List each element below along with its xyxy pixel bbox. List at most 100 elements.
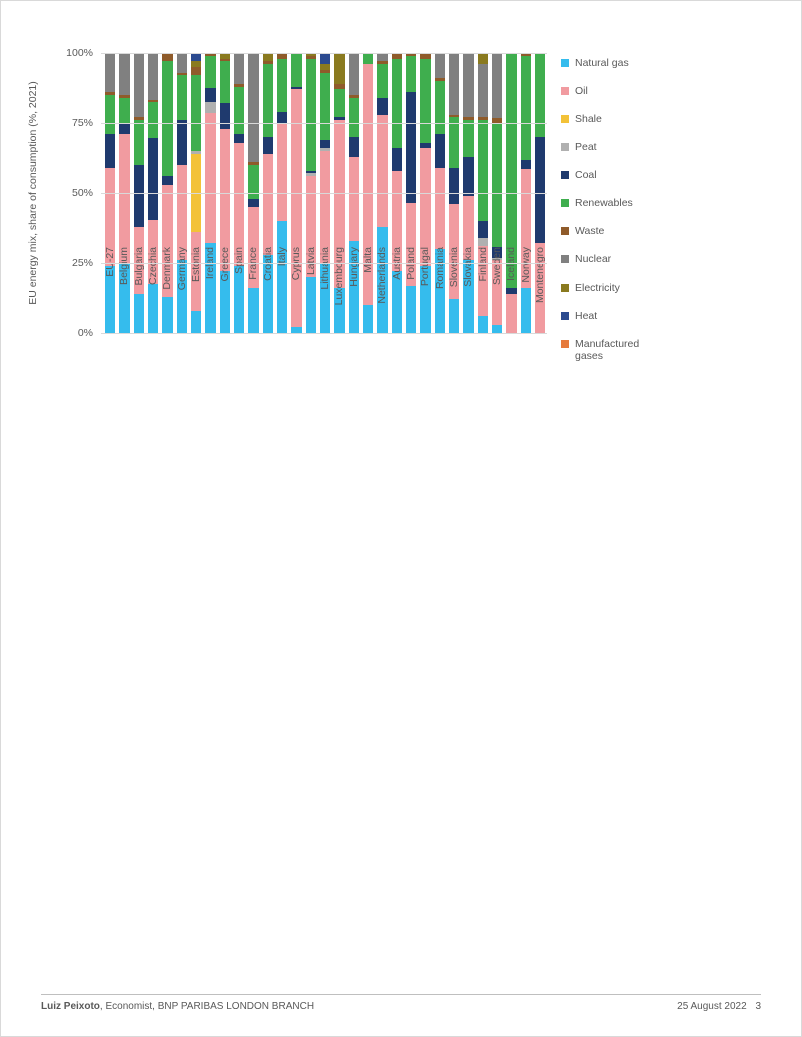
bar-segment-coal bbox=[535, 137, 545, 243]
x-tick-label: Slovenia bbox=[448, 247, 460, 337]
bar-segment-renewables bbox=[435, 81, 445, 134]
legend-label: Shale bbox=[575, 113, 602, 125]
x-tick-label: Spain bbox=[233, 247, 245, 337]
bar-segment-nuclear bbox=[105, 53, 115, 92]
gridline bbox=[101, 53, 547, 54]
legend-swatch bbox=[561, 284, 569, 292]
bar-segment-waste bbox=[162, 53, 172, 61]
x-tick-label: Montenegro bbox=[534, 247, 546, 337]
bar-segment-heat bbox=[320, 53, 330, 64]
bar-segment-renewables bbox=[177, 75, 187, 120]
bar-segment-renewables bbox=[420, 59, 430, 143]
gridline bbox=[101, 333, 547, 334]
x-tick-label: Cyprus bbox=[290, 247, 302, 337]
bar-segment-coal bbox=[463, 157, 473, 196]
legend-swatch bbox=[561, 340, 569, 348]
bar-segment-renewables bbox=[134, 120, 144, 165]
bar-segment-renewables bbox=[148, 102, 158, 138]
legend-item-shale: Shale bbox=[561, 113, 721, 125]
bar-segment-coal bbox=[134, 165, 144, 227]
bar-segment-peat bbox=[478, 238, 488, 246]
bar-segment-oil bbox=[119, 134, 129, 263]
bar-segment-renewables bbox=[478, 120, 488, 221]
footer-row: Luiz Peixoto, Economist, BNP PARIBAS LON… bbox=[41, 1001, 761, 1012]
x-tick-label: Czechia bbox=[147, 247, 159, 337]
x-tick-label: Luxembourg bbox=[333, 247, 345, 337]
bar-segment-nuclear bbox=[463, 53, 473, 117]
bar-segment-renewables bbox=[521, 56, 531, 160]
x-tick-label: Croatia bbox=[262, 247, 274, 337]
bar-segment-renewables bbox=[377, 64, 387, 98]
bar-segment-renewables bbox=[291, 53, 301, 87]
bar-segment-coal bbox=[478, 221, 488, 238]
bar-segment-coal bbox=[263, 137, 273, 154]
x-tick-label: Austria bbox=[391, 247, 403, 337]
legend-item-peat: Peat bbox=[561, 141, 721, 153]
x-tick-label: Bulgaria bbox=[133, 247, 145, 337]
y-tick-label: 100% bbox=[53, 47, 93, 59]
y-tick-label: 75% bbox=[53, 117, 93, 129]
x-tick-label: EU-27 bbox=[104, 247, 116, 337]
x-tick-label: Romania bbox=[434, 247, 446, 337]
bar-segment-peat bbox=[205, 102, 215, 113]
footer-author-name: Luiz Peixoto bbox=[41, 1001, 100, 1012]
legend-label: Manufacturedgases bbox=[575, 338, 639, 362]
x-tick-label: Latvia bbox=[305, 247, 317, 337]
bar-segment-oil bbox=[205, 113, 215, 243]
legend-label: Natural gas bbox=[575, 57, 629, 69]
bar-segment-electricity bbox=[263, 53, 273, 61]
gridline bbox=[101, 123, 547, 124]
legend-swatch bbox=[561, 255, 569, 263]
bar-segment-coal bbox=[392, 148, 402, 170]
x-tick-label: Iceland bbox=[505, 247, 517, 337]
bar-segment-coal bbox=[521, 160, 531, 169]
y-tick-label: 25% bbox=[53, 257, 93, 269]
footer: Luiz Peixoto, Economist, BNP PARIBAS LON… bbox=[41, 994, 761, 1012]
bar-segment-nuclear bbox=[377, 53, 387, 61]
bar-segment-coal bbox=[220, 103, 230, 128]
bar-segment-coal bbox=[205, 88, 215, 102]
bar-segment-oil bbox=[263, 154, 273, 255]
bar-segment-renewables bbox=[349, 98, 359, 137]
y-tick-label: 50% bbox=[53, 187, 93, 199]
bar-segment-coal bbox=[449, 168, 459, 204]
bar-segment-renewables bbox=[119, 98, 129, 123]
footer-author: Luiz Peixoto, Economist, BNP PARIBAS LON… bbox=[41, 1001, 314, 1012]
legend: Natural gasOilShalePeatCoalRenewablesWas… bbox=[561, 57, 721, 378]
legend-label: Renewables bbox=[575, 197, 633, 209]
bar-segment-waste bbox=[191, 67, 201, 75]
x-tick-label: Finland bbox=[477, 247, 489, 337]
y-axis-title: EU energy mix, share of consumption (%, … bbox=[27, 53, 41, 333]
bar-segment-coal bbox=[234, 134, 244, 142]
legend-label: Oil bbox=[575, 85, 588, 97]
bar-segment-electricity bbox=[334, 53, 344, 84]
bar-segment-renewables bbox=[205, 56, 215, 89]
bar-segment-renewables bbox=[334, 89, 344, 117]
page: EU energy mix, share of consumption (%, … bbox=[0, 0, 802, 1037]
bar-segment-nuclear bbox=[349, 53, 359, 95]
legend-label: Waste bbox=[575, 225, 604, 237]
x-tick-label: France bbox=[247, 247, 259, 337]
x-tick-label: Sweden bbox=[491, 247, 503, 337]
x-tick-label: Slovakia bbox=[462, 247, 474, 337]
legend-item-heat: Heat bbox=[561, 310, 721, 322]
x-tick-label: Hungary bbox=[348, 247, 360, 337]
x-tick-label: Italy bbox=[276, 247, 288, 337]
bar-segment-nuclear bbox=[435, 53, 445, 78]
bar-segment-oil bbox=[277, 123, 287, 221]
legend-label: Heat bbox=[575, 310, 597, 322]
bar-segment-oil bbox=[349, 157, 359, 241]
bar-segment-renewables bbox=[392, 59, 402, 149]
bar-segment-nuclear bbox=[248, 53, 258, 162]
x-tick-label: Denmark bbox=[161, 247, 173, 337]
footer-page-number: 3 bbox=[755, 1001, 761, 1012]
bar-segment-coal bbox=[162, 176, 172, 184]
bar-segment-coal bbox=[248, 199, 258, 207]
bar-segment-nuclear bbox=[177, 53, 187, 73]
x-tick-label: Malta bbox=[362, 247, 374, 337]
bar-segment-nuclear bbox=[119, 53, 129, 95]
bar-segment-coal bbox=[320, 140, 330, 148]
bar-segment-renewables bbox=[535, 53, 545, 137]
bar-segment-oil bbox=[377, 115, 387, 227]
y-tick-label: 0% bbox=[53, 327, 93, 339]
